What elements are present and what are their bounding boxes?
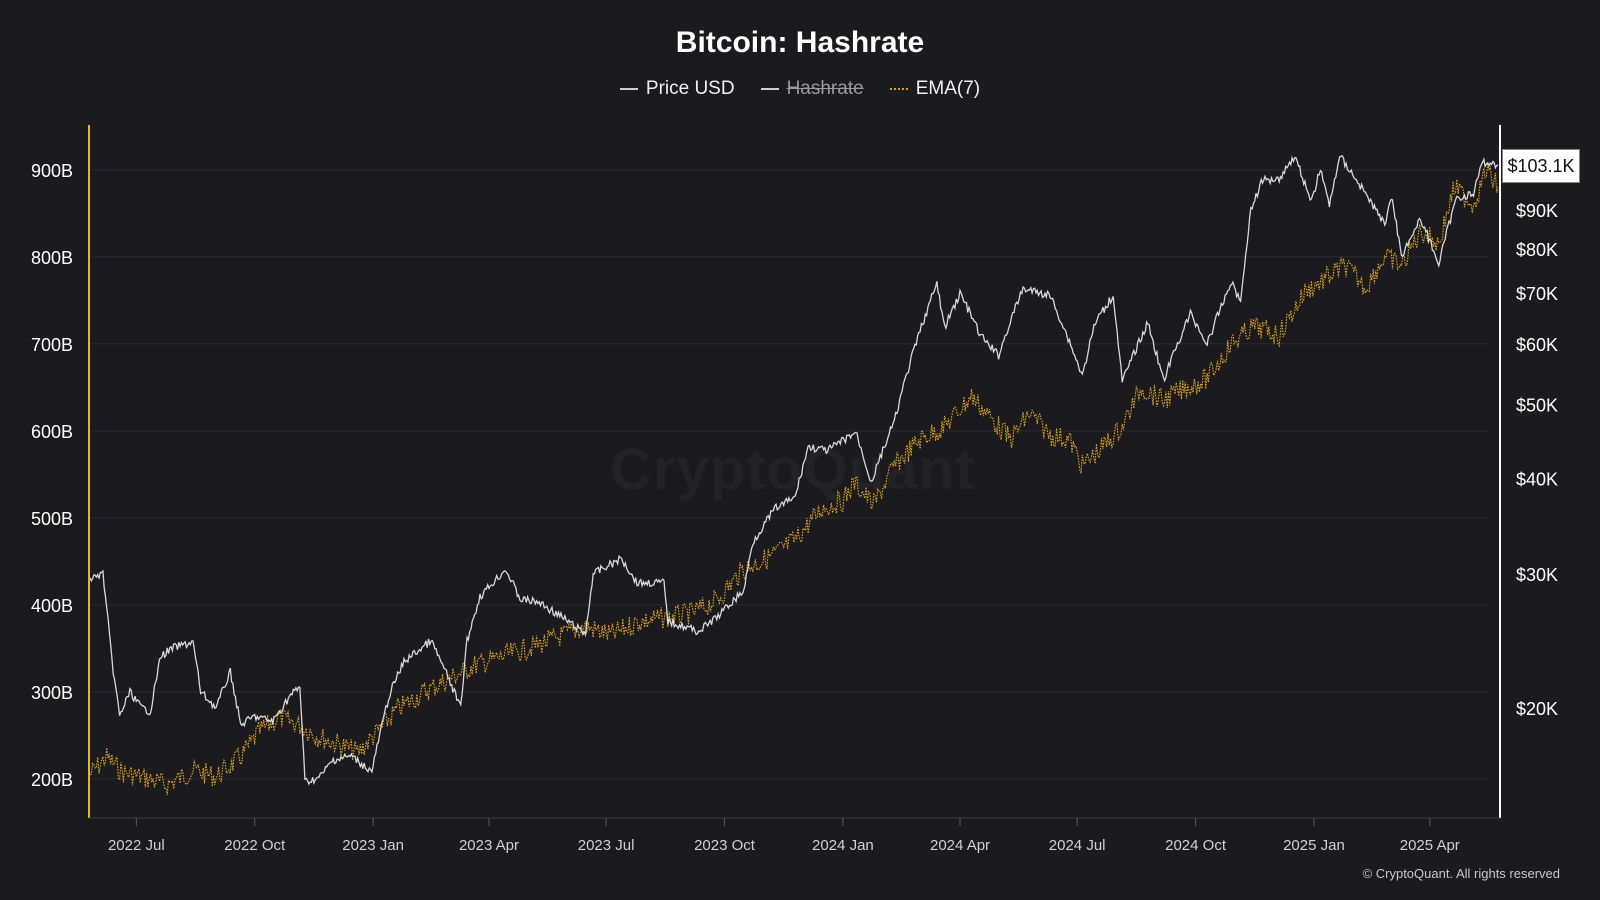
axis-layer: 200B 300B 400B 500B 600B 700B 800B 900B $20K $30K… [31, 125, 1558, 854]
legend-label-hashrate: Hashrate [786, 78, 864, 99]
watermark-logo: CryptoQuant [610, 436, 975, 503]
y-right-tick-label: $60K [1516, 335, 1558, 355]
legend-label-ema: EMA(7) [915, 78, 981, 99]
legend-swatch-hashrate [760, 88, 779, 90]
y-left-tick-label: 700B [31, 335, 73, 355]
grid-layer [90, 169, 1490, 780]
y-left-tick-label: 400B [31, 596, 73, 616]
series-layer [89, 154, 1499, 796]
x-tick-label: 2023 Jul [578, 837, 635, 854]
y-right-tick-label: $20K [1516, 699, 1558, 719]
x-tick-label: 2025 Jan [1283, 837, 1345, 854]
x-tick-label: 2024 Apr [930, 837, 990, 854]
y-left-tick-label: 900B [31, 161, 73, 181]
legend-item-hashrate[interactable]: Hashrate [760, 78, 864, 100]
x-tick-label: 2023 Oct [694, 837, 756, 854]
y-left-tick-label: 800B [31, 248, 73, 268]
x-tick-label: 2023 Apr [459, 837, 519, 854]
y-left-tick-label: 200B [31, 770, 73, 790]
y-left-tick-label: 600B [31, 422, 73, 442]
chart-legend: Price USD Hashrate EMA(7) [0, 78, 1600, 100]
legend-item-price[interactable]: Price USD [619, 78, 735, 100]
y-left-tick-label: 300B [31, 683, 73, 703]
y-right-tick-label: $40K [1516, 469, 1558, 489]
x-tick-label: 2022 Oct [224, 837, 286, 854]
y-left-tick-label: 500B [31, 509, 73, 529]
y-right-tick-label: $70K [1516, 284, 1558, 304]
legend-swatch-ema [889, 88, 908, 90]
y-right-tick-label: $90K [1516, 201, 1558, 221]
current-price-badge: $103.1K [1502, 149, 1580, 183]
ema-series-line [89, 163, 1499, 796]
chart-title: Bitcoin: Hashrate [675, 26, 925, 59]
x-tick-label: 2022 Jul [108, 837, 165, 854]
x-tick-label: 2024 Jul [1049, 837, 1106, 854]
y-right-tick-label: $50K [1516, 396, 1558, 416]
x-tick-label: 2023 Jan [342, 837, 404, 854]
x-tick-label: 2025 Apr [1400, 837, 1460, 854]
x-tick-label: 2024 Jan [812, 837, 874, 854]
legend-label-price: Price USD [645, 78, 735, 99]
y-right-tick-label: $30K [1516, 565, 1558, 585]
legend-item-ema[interactable]: EMA(7) [889, 78, 981, 100]
legend-swatch-price [619, 88, 638, 90]
copyright-text: © CryptoQuant. All rights reserved [1362, 866, 1560, 881]
x-tick-label: 2024 Oct [1165, 837, 1227, 854]
price-series-line [89, 154, 1499, 786]
y-right-tick-label: $80K [1516, 240, 1558, 260]
